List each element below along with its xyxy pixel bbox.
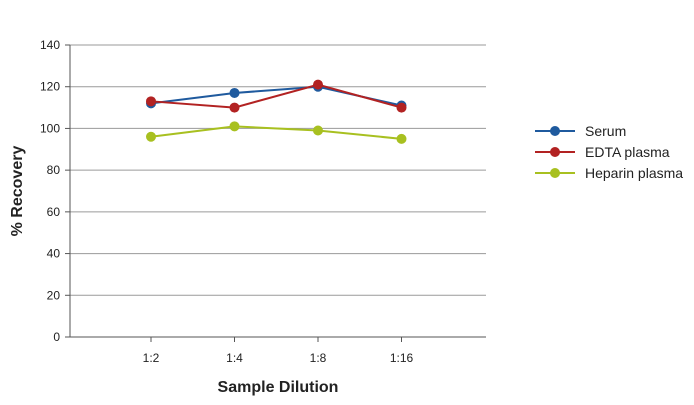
x-tick-label: 1:16: [390, 351, 414, 365]
y-tick-label: 100: [40, 121, 60, 135]
data-point: [396, 133, 407, 144]
y-tick-label: 120: [40, 80, 60, 94]
legend-marker: [550, 168, 560, 178]
legend-item: Heparin plasma: [535, 165, 683, 181]
legend-label: EDTA plasma: [585, 144, 670, 160]
data-point: [313, 79, 323, 90]
y-tick-label: 0: [53, 330, 60, 344]
legend: Serum EDTA plasma Heparin plasma: [535, 123, 683, 181]
data-point: [146, 131, 156, 142]
legend-marker: [550, 126, 560, 136]
data-point: [313, 125, 323, 136]
legend-item: Serum: [535, 123, 626, 139]
series-line: [150, 83, 402, 109]
data-point: [146, 96, 156, 107]
legend-item: EDTA plasma: [535, 144, 670, 160]
y-tick-label: 20: [47, 288, 61, 302]
series-2: [146, 121, 407, 144]
legend-marker: [550, 147, 560, 157]
series-group: [146, 79, 407, 144]
data-point: [229, 87, 240, 98]
legend-label: Serum: [585, 123, 626, 139]
series-1: [146, 79, 407, 113]
y-tick-label: 60: [47, 205, 61, 219]
y-tick-label: 80: [47, 163, 61, 177]
legend-label: Heparin plasma: [585, 165, 683, 181]
y-tick-label: 40: [47, 247, 61, 261]
y-tick-labels: 0 20 40 60 80 100 120 140: [40, 38, 70, 344]
data-point: [229, 102, 240, 113]
data-point: [229, 121, 240, 132]
x-tick-label: 1:4: [226, 351, 243, 365]
x-tick-label: 1:2: [143, 351, 160, 365]
x-axis-title: Sample Dilution: [218, 379, 339, 396]
gridlines: [70, 44, 486, 296]
x-tick-labels: 1:2 1:4 1:8 1:16: [143, 337, 414, 365]
y-tick-label: 140: [40, 38, 60, 52]
y-axis-title: % Recovery: [9, 146, 26, 237]
data-point: [396, 102, 407, 113]
series-line: [150, 125, 402, 140]
x-tick-label: 1:8: [310, 351, 327, 365]
